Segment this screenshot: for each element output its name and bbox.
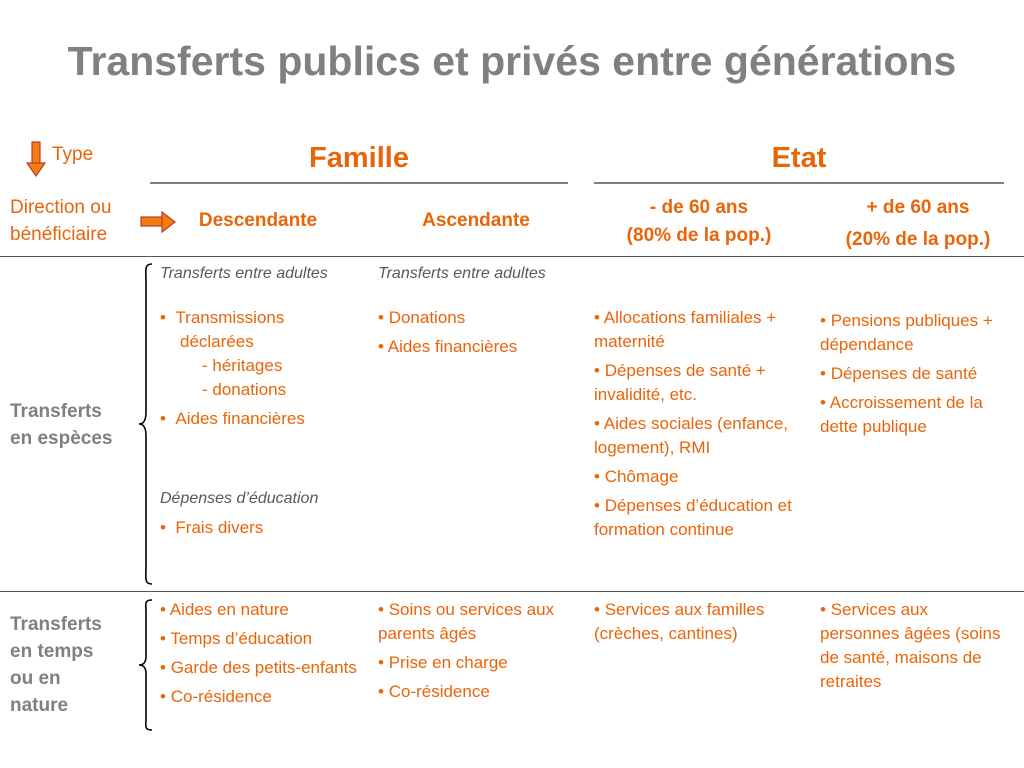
direction-label-line: bénéficiaire: [10, 224, 108, 245]
list-item: • Dépenses de santé + invalidité, etc.: [594, 361, 766, 404]
sub-item: - héritages: [202, 356, 283, 375]
list-item: • Temps d’éducation: [160, 629, 313, 648]
sub-item: - donations: [202, 380, 287, 399]
col-header-line: (20% de la pop.): [845, 229, 991, 250]
cell-especes-plus-60: • Pensions publiques + dépendance • Dépe…: [820, 309, 1018, 444]
row-label-line: en temps: [10, 641, 94, 662]
row-label-especes: Transferts en espèces: [10, 398, 112, 452]
col-header-descendante: Descendante: [160, 207, 356, 235]
list-item: • Aides en nature: [160, 600, 289, 619]
cell-nature-moins-60: • Services aux familles (crèches, cantin…: [594, 598, 806, 651]
cell-especes-descendante: Transferts entre adultes • Transmissions…: [160, 262, 370, 540]
row-separator: [0, 591, 1024, 592]
list-item: • Aides sociales (enfance, logement), RM…: [594, 414, 789, 457]
subheading-transferts-adultes: Transferts entre adultes: [378, 265, 546, 282]
list-item: • Co-résidence: [160, 687, 272, 706]
row-label-line: nature: [10, 695, 69, 716]
etat-underline: [594, 182, 1004, 184]
etat-heading: Etat: [771, 142, 827, 174]
list-item: • Aides financières: [378, 337, 518, 356]
direction-label: Direction ou bénéficiaire: [10, 194, 111, 248]
left-brace-icon: [138, 263, 153, 585]
subheading-transferts-adultes: Transferts entre adultes: [160, 265, 328, 282]
list-item: • Pensions publiques + dépendance: [820, 311, 993, 354]
cell-nature-descendante: • Aides en nature • Temps d’éducation • …: [160, 598, 370, 714]
right-arrow-icon: [140, 211, 176, 233]
col-header-line: Ascendante: [422, 210, 530, 231]
famille-underline: [150, 182, 568, 184]
subheading-depenses-education: Dépenses d’éducation: [160, 490, 319, 507]
list-item: • Garde des petits-enfants: [160, 658, 357, 677]
list-item: • Services aux familles (crèches, cantin…: [594, 600, 765, 643]
row-label-line: en espèces: [10, 428, 113, 449]
row-label-line: Transferts: [10, 401, 102, 422]
col-header-line: + de 60 ans: [866, 197, 970, 218]
cell-nature-plus-60: • Services aux personnes âgées (soins de…: [820, 598, 1010, 699]
list-item: • Co-résidence: [378, 682, 490, 701]
list-item: • Accroissement de la dette publique: [820, 393, 983, 436]
down-arrow-icon: [26, 141, 46, 177]
col-header-moins-60: - de 60 ans (80% de la pop.): [594, 194, 804, 250]
cell-especes-ascendante: Transferts entre adultes • Donations • A…: [378, 262, 588, 364]
cell-nature-ascendante: • Soins ou services aux parents âgés • P…: [378, 598, 573, 709]
row-label-line: ou en: [10, 668, 61, 689]
list-item: • Dépenses de santé: [820, 364, 978, 383]
col-header-ascendante: Ascendante: [378, 207, 574, 235]
direction-label-line: Direction ou: [10, 197, 112, 218]
list-item: • Prise en charge: [378, 653, 508, 672]
list-item: • Allocations familiales + maternité: [594, 308, 777, 351]
page-title: Transferts publics et privés entre génér…: [67, 38, 957, 84]
cell-especes-moins-60: • Allocations familiales + maternité • D…: [594, 306, 804, 547]
col-header-line: (80% de la pop.): [626, 225, 772, 246]
row-label-line: Transferts: [10, 614, 102, 635]
famille-heading: Famille: [309, 142, 409, 174]
list-item: • Services aux personnes âgées (soins de…: [820, 600, 1001, 691]
list-item-continuation: déclarées: [180, 332, 254, 351]
list-item: • Soins ou services aux parents âgés: [378, 600, 555, 643]
list-item: • Donations: [378, 308, 466, 327]
list-item: • Aides financières: [160, 409, 305, 428]
list-item: • Transmissions: [160, 308, 285, 327]
left-brace-icon: [138, 599, 153, 731]
list-item: • Dépenses d’éducation et formation cont…: [594, 496, 792, 539]
header-separator: [0, 256, 1024, 257]
col-header-plus-60: + de 60 ans (20% de la pop.): [812, 192, 1024, 256]
type-label: Type: [52, 144, 94, 165]
col-header-line: - de 60 ans: [649, 197, 749, 218]
row-label-nature: Transferts en temps ou en nature: [10, 611, 102, 719]
list-item: • Frais divers: [160, 518, 264, 537]
list-item: • Chômage: [594, 467, 679, 486]
col-header-line: Descendante: [198, 210, 318, 231]
